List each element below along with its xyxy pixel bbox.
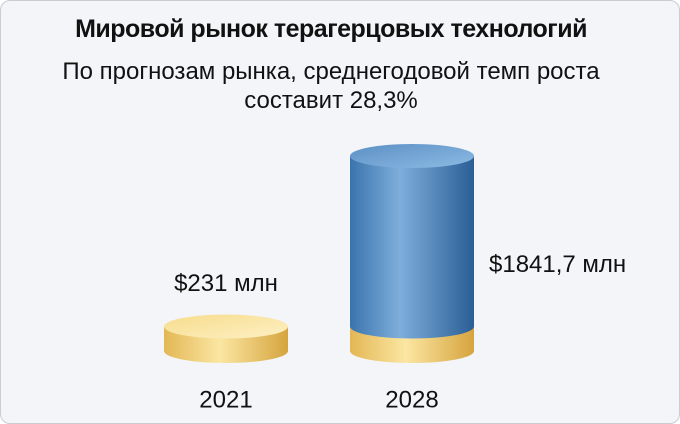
chart-title: Мировой рынок терагерцовых технологий [75,15,587,43]
bar-top [350,144,474,168]
value-label: $231 млн [174,270,278,297]
value-label: $1841,7 млн [489,251,626,278]
x-tick-label: 2021 [199,386,252,413]
chart-subtitle: По прогнозам рынка, среднегодовой темп р… [62,58,600,114]
bar [350,156,474,339]
bar-top [164,314,288,339]
x-tick-label: 2028 [385,386,438,413]
